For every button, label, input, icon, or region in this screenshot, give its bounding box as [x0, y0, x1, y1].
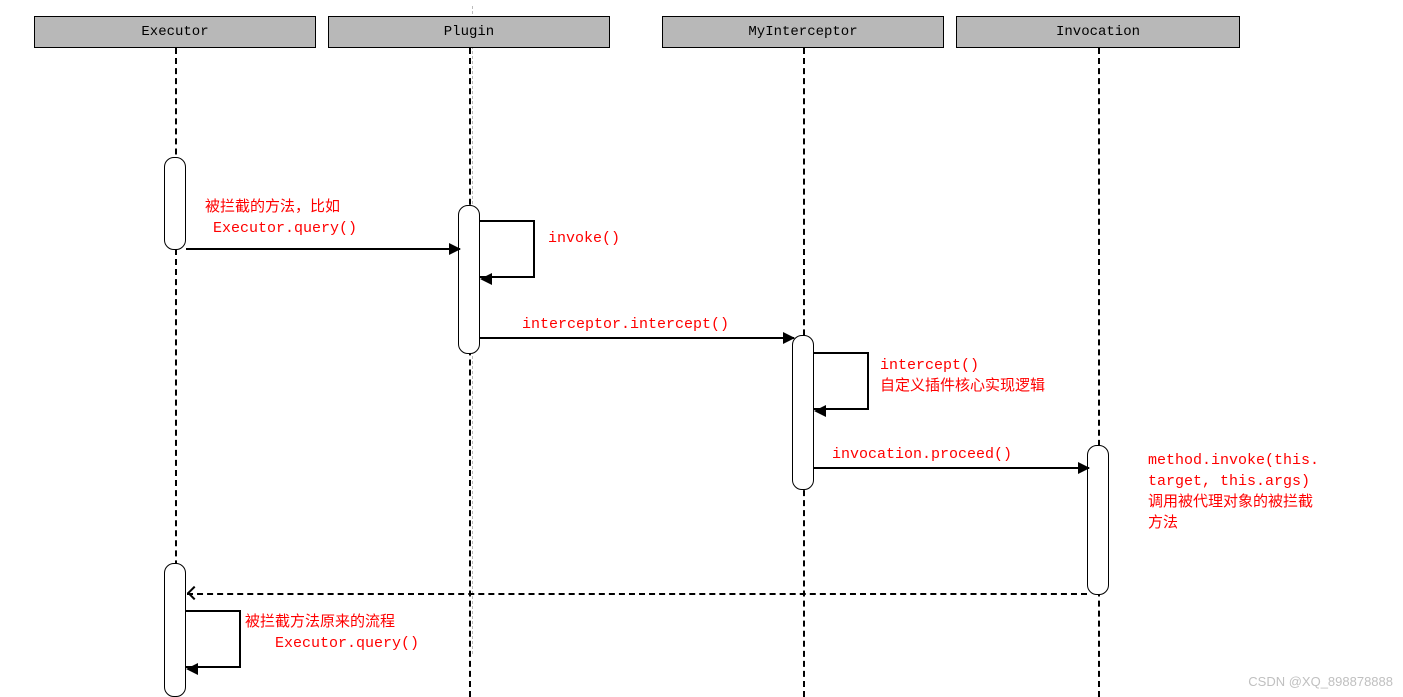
participant-executor: Executor: [34, 16, 316, 48]
msg-label-1: 被拦截的方法，比如 Executor.query(): [205, 197, 357, 239]
arrow-icon: [449, 243, 461, 255]
self-msg-executor-query: [186, 610, 241, 668]
label-text: invocation.proceed(): [832, 446, 1012, 463]
label-text: 方法: [1148, 515, 1178, 532]
msg-label-method-invoke: method.invoke(this. target, this.args) 调…: [1148, 450, 1319, 534]
activation-executor-2: [164, 563, 186, 697]
participant-plugin: Plugin: [328, 16, 610, 48]
arrow-icon: [187, 586, 201, 600]
label-text: method.invoke(this.: [1148, 452, 1319, 469]
label-text: intercept(): [880, 357, 979, 374]
participant-label: Plugin: [444, 24, 494, 40]
arrow-icon: [480, 273, 492, 285]
msg-label-3: invocation.proceed(): [832, 444, 1012, 465]
label-text: 被拦截的方法，比如: [205, 199, 340, 216]
msg-label-final: 被拦截方法原来的流程 Executor.query(): [245, 612, 419, 654]
label-text: 自定义插件核心实现逻辑: [880, 378, 1045, 395]
arrow-icon: [1078, 462, 1090, 474]
arrow-icon: [783, 332, 795, 344]
participant-interceptor: MyInterceptor: [662, 16, 944, 48]
participant-label: MyInterceptor: [748, 24, 857, 40]
self-msg-invoke: [480, 220, 535, 278]
return-msg: [187, 593, 1087, 595]
msg-label-2: interceptor.intercept(): [522, 314, 729, 335]
arrow-icon: [186, 663, 198, 675]
watermark: CSDN @XQ_898878888: [1248, 674, 1393, 689]
arrow-icon: [814, 405, 826, 417]
msg-label-intercept: intercept() 自定义插件核心实现逻辑: [880, 355, 1045, 397]
msg-interceptor-to-invocation: [814, 467, 1089, 469]
label-text: target, this.args): [1148, 473, 1310, 490]
watermark-text: CSDN @XQ_898878888: [1248, 674, 1393, 689]
label-text: 调用被代理对象的被拦截: [1148, 494, 1313, 511]
activation-invocation: [1087, 445, 1109, 595]
activation-plugin: [458, 205, 480, 354]
label-text: interceptor.intercept(): [522, 316, 729, 333]
msg-plugin-to-interceptor: [480, 337, 794, 339]
msg-executor-to-plugin: [186, 248, 460, 250]
participant-invocation: Invocation: [956, 16, 1240, 48]
self-msg-intercept: [814, 352, 869, 410]
activation-interceptor: [792, 335, 814, 490]
label-text: 被拦截方法原来的流程: [245, 614, 395, 631]
label-text: invoke(): [548, 230, 620, 247]
activation-executor-1: [164, 157, 186, 250]
participant-label: Invocation: [1056, 24, 1140, 40]
msg-label-invoke: invoke(): [548, 228, 620, 249]
lifeline-plugin: [469, 48, 471, 697]
label-text: Executor.query(): [205, 220, 357, 237]
label-text: Executor.query(): [245, 635, 419, 652]
lifeline-invocation: [1098, 48, 1100, 697]
participant-label: Executor: [141, 24, 208, 40]
